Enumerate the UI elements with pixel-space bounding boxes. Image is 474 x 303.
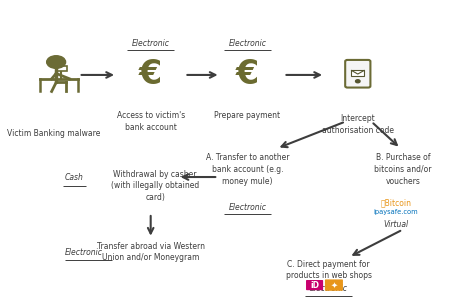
Text: Virtual: Virtual xyxy=(383,220,409,229)
Text: €: € xyxy=(139,58,162,92)
FancyBboxPatch shape xyxy=(345,60,370,88)
Text: Electronic: Electronic xyxy=(65,248,103,257)
Text: B. Purchase of
bitcoins and/or
vouchers: B. Purchase of bitcoins and/or vouchers xyxy=(374,153,431,186)
Text: Electronic: Electronic xyxy=(228,202,266,211)
Text: Prepare payment: Prepare payment xyxy=(214,111,281,120)
Text: Electronic: Electronic xyxy=(310,284,347,293)
Text: ₿Bitcoin: ₿Bitcoin xyxy=(381,198,411,207)
FancyBboxPatch shape xyxy=(352,70,364,76)
Text: Electronic: Electronic xyxy=(228,39,266,48)
Text: Withdrawal by casher
(with illegally obtained
card): Withdrawal by casher (with illegally obt… xyxy=(111,169,199,202)
FancyBboxPatch shape xyxy=(325,279,343,291)
Circle shape xyxy=(46,56,65,68)
Text: Transfer abroad via Western
Union and/or Moneygram: Transfer abroad via Western Union and/or… xyxy=(97,241,205,262)
Text: C. Direct payment for
products in web shops: C. Direct payment for products in web sh… xyxy=(285,260,372,280)
Circle shape xyxy=(356,80,360,83)
Text: iD: iD xyxy=(310,281,319,290)
FancyBboxPatch shape xyxy=(306,280,323,290)
Text: Cash: Cash xyxy=(65,172,83,181)
Text: Intercept
authorisation code: Intercept authorisation code xyxy=(322,114,394,135)
Text: Electronic: Electronic xyxy=(132,39,170,48)
Text: A. Transfer to another
bank account (e.g.
money mule): A. Transfer to another bank account (e.g… xyxy=(206,153,289,186)
Text: Victim Banking malware: Victim Banking malware xyxy=(7,129,100,138)
Text: ✦: ✦ xyxy=(330,281,337,290)
Text: ipaysafe.com: ipaysafe.com xyxy=(374,209,419,215)
Text: €: € xyxy=(236,58,259,92)
FancyBboxPatch shape xyxy=(56,66,67,71)
Text: Access to victim's
bank account: Access to victim's bank account xyxy=(117,111,185,132)
